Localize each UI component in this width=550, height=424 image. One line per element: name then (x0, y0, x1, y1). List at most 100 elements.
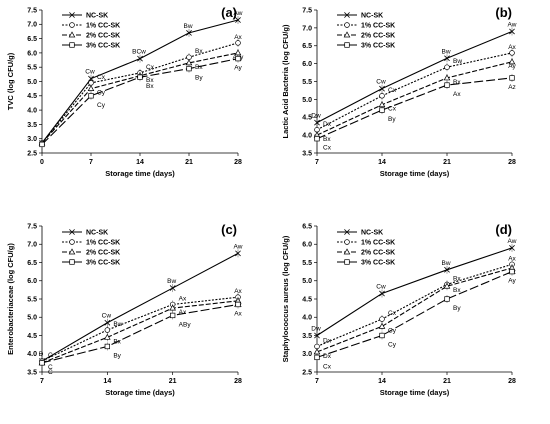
x-tick-label: 28 (234, 378, 242, 385)
data-label: By (453, 305, 461, 312)
data-label: Aw (508, 21, 517, 28)
legend-label: 3% CC-SK (361, 260, 395, 267)
data-label: Bw (113, 321, 122, 328)
data-point (88, 75, 94, 82)
legend-label: NC-SK (86, 13, 108, 20)
y-axis-title: Lactic Acid Bacteria (log CFU/g) (281, 24, 290, 138)
legend-label: 1% CC-SK (86, 23, 120, 30)
y-tick-label: 6.5 (302, 223, 312, 230)
data-label: Ax (508, 255, 516, 262)
legend-marker (69, 12, 75, 18)
data-label: Ax (453, 91, 461, 98)
data-point (509, 75, 515, 81)
series-line-3 (41, 300, 239, 364)
legend-marker (343, 248, 351, 255)
data-label: Ax (234, 288, 242, 295)
data-point (444, 55, 450, 62)
data-label: Cw (85, 69, 95, 76)
legend-marker (69, 259, 75, 265)
data-label: Cx (323, 363, 332, 370)
panel-label: (a) (221, 5, 237, 20)
legend-label: 3% CC-SK (361, 43, 395, 50)
legend: NC-SK 1% CC-SK 2% CC-SK 3% CC-SK (337, 12, 395, 50)
data-label: Cx (323, 145, 332, 152)
legend: NC-SK 1% CC-SK 2% CC-SK 3% CC-SK (62, 229, 120, 267)
x-tick-label: 28 (508, 378, 516, 385)
data-point (104, 327, 111, 333)
y-tick-label: 5.5 (27, 296, 37, 303)
data-point (137, 55, 143, 62)
data-label: Cw (376, 284, 386, 291)
data-point (378, 322, 386, 329)
series-line-3 (316, 61, 513, 136)
data-point (235, 250, 241, 257)
data-point (104, 333, 111, 340)
legend-label: 1% CC-SK (361, 23, 395, 30)
data-point (379, 107, 385, 113)
data-point (509, 268, 515, 275)
data-point (508, 58, 516, 65)
data-label: Cw (376, 79, 386, 86)
data-point (379, 290, 385, 297)
data-label: Bw (453, 58, 462, 65)
legend-label: 2% CC-SK (86, 250, 120, 257)
legend-marker (69, 22, 75, 28)
y-tick-label: 5.5 (302, 260, 312, 267)
series-line-2 (41, 296, 239, 362)
y-tick-label: 6.0 (302, 242, 312, 249)
data-point (444, 296, 450, 302)
y-tick-label: 3.5 (27, 369, 37, 376)
y-tick-label: 5.0 (27, 79, 37, 86)
x-axis-title: Storage time (days) (380, 388, 450, 397)
data-label: Ay (234, 65, 242, 72)
data-point (235, 17, 241, 23)
data-point (39, 360, 45, 366)
series-line-2 (316, 52, 513, 131)
y-axis-title: Enterobacteriaceae (log CFU/g) (6, 243, 15, 355)
legend-label: 1% CC-SK (86, 240, 120, 247)
legend-marker (68, 248, 76, 255)
data-point (235, 40, 241, 46)
data-label: Ax (234, 34, 242, 41)
data-point (509, 245, 515, 251)
series-line-4 (316, 77, 513, 140)
legend-label: 1% CC-SK (361, 240, 395, 247)
x-axis-title: Storage time (days) (105, 169, 175, 178)
x-tick-label: 7 (89, 159, 93, 166)
data-label: Bw (167, 278, 176, 285)
y-tick-label: 7.5 (27, 223, 37, 230)
legend-label: NC-SK (86, 230, 108, 237)
data-point (88, 80, 94, 86)
chart-panel-4: 2.5 3.0 3.5 4.0 4.5 5.0 5.5 6.0 6.5 7 14 21 28 Storag… (281, 222, 517, 397)
legend: NC-SK 1% CC-SK 2% CC-SK 3% CC-SK (337, 229, 395, 267)
legend-marker (344, 12, 350, 18)
data-label: Dx (323, 121, 332, 128)
data-label: Aw (508, 238, 517, 245)
y-tick-label: 5.5 (27, 65, 37, 72)
legend-marker (344, 42, 350, 48)
data-label: Dx (323, 337, 332, 344)
data-point (87, 85, 95, 91)
data-label: Cy (388, 342, 397, 349)
legend: NC-SK 1% CC-SK 2% CC-SK 3% CC-SK (62, 12, 120, 50)
legend-label: NC-SK (361, 13, 383, 20)
data-label: Bx (453, 275, 461, 282)
y-tick-label: 4.5 (302, 296, 312, 303)
y-tick-label: 5.0 (302, 97, 312, 104)
y-tick-label: 6.0 (27, 50, 37, 57)
legend-marker (343, 31, 351, 38)
y-tick-label: 3.0 (27, 136, 37, 143)
data-point (509, 28, 515, 35)
data-label: D (39, 351, 44, 358)
x-tick-label: 7 (315, 159, 319, 166)
x-tick-label: 14 (103, 378, 111, 385)
y-tick-label: 5.5 (302, 79, 312, 86)
legend-label: 3% CC-SK (86, 260, 120, 267)
data-label: Bx (323, 136, 331, 143)
data-label: Ay (508, 63, 516, 70)
legend-marker (344, 22, 350, 28)
data-point (509, 50, 515, 56)
y-tick-label: 5.0 (27, 315, 37, 322)
data-point (314, 354, 320, 361)
legend-marker (68, 31, 76, 38)
